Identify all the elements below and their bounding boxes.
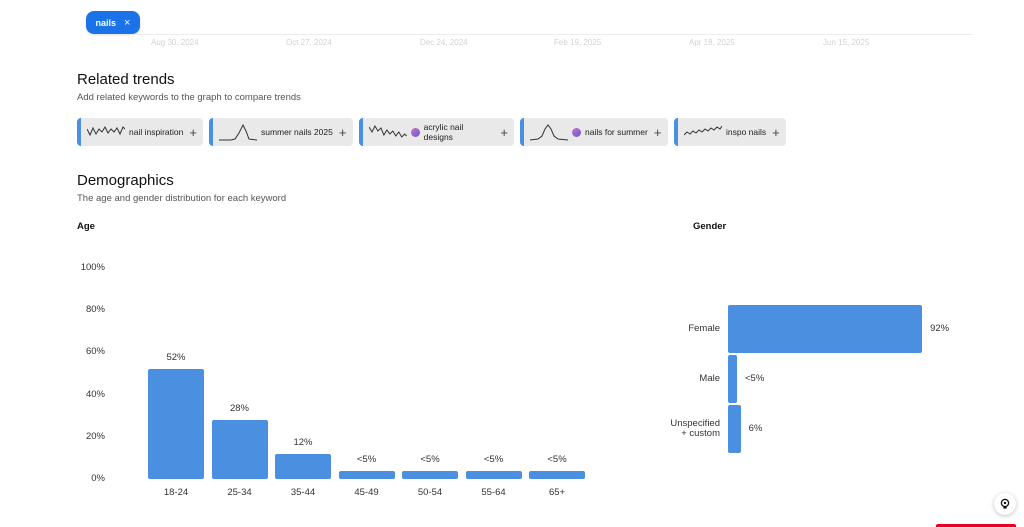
date-tick: Oct 27, 2024 bbox=[286, 38, 332, 47]
related-trends-title: Related trends bbox=[77, 71, 175, 88]
add-icon[interactable]: + bbox=[772, 124, 780, 140]
y-tick-label: 100% bbox=[80, 262, 105, 273]
age-bar bbox=[402, 470, 458, 479]
gender-category-label: Unspecified + custom bbox=[670, 418, 720, 439]
demographics-title: Demographics bbox=[77, 172, 174, 189]
age-value-label: 52% bbox=[166, 352, 186, 364]
age-chart-title: Age bbox=[77, 221, 95, 232]
age-value-label: <5% bbox=[420, 453, 440, 465]
add-icon[interactable]: + bbox=[189, 124, 197, 140]
add-icon[interactable]: + bbox=[653, 124, 662, 140]
sparkline-icon bbox=[369, 125, 407, 138]
keyword-avatar-icon bbox=[410, 127, 420, 137]
y-tick-label: 40% bbox=[85, 388, 105, 400]
gender-category-label: Male bbox=[699, 373, 720, 384]
keyword-avatar-icon bbox=[572, 127, 581, 137]
date-tick: Jun 15, 2025 bbox=[823, 38, 870, 47]
sparkline-icon bbox=[219, 123, 257, 141]
gender-chart-title: Gender bbox=[693, 221, 727, 232]
y-tick-label: 80% bbox=[85, 304, 105, 316]
age-category-label: 65+ bbox=[548, 487, 566, 498]
trend-date-axis: Aug 30, 2024 Oct 27, 2024 Dec 24, 2024 F… bbox=[130, 34, 972, 49]
age-value-label: 28% bbox=[229, 402, 249, 414]
related-trend-label: acrylic nail designs bbox=[423, 122, 464, 142]
y-tick-label: 20% bbox=[85, 430, 105, 442]
gender-value-label: <5% bbox=[745, 373, 765, 384]
sparkline-icon bbox=[87, 125, 125, 137]
age-bar bbox=[338, 470, 395, 479]
age-bar bbox=[148, 369, 204, 479]
related-trend-card[interactable]: inspo nails + bbox=[674, 118, 786, 146]
age-category-label: 55-64 bbox=[481, 487, 506, 498]
related-trends-subtitle: Add related keywords to the graph to com… bbox=[77, 92, 301, 103]
help-button[interactable] bbox=[994, 493, 1016, 515]
related-trend-card[interactable]: nails for summer + bbox=[520, 118, 668, 146]
related-trend-label: inspo nails bbox=[726, 127, 767, 137]
age-category-label: 25-34 bbox=[227, 487, 252, 498]
gender-category-label: Female bbox=[688, 323, 720, 334]
age-category-label: 18-24 bbox=[163, 487, 189, 498]
age-value-label: 12% bbox=[293, 436, 313, 448]
related-trend-card[interactable]: summer nails 2025 + bbox=[209, 118, 353, 146]
date-tick: Aug 30, 2024 bbox=[151, 38, 199, 47]
y-tick-label: 0% bbox=[91, 473, 105, 484]
age-bar bbox=[275, 453, 331, 479]
age-value-label: <5% bbox=[356, 453, 377, 465]
related-trend-card[interactable]: acrylic nail designs + bbox=[359, 118, 514, 146]
date-tick: Feb 19, 2025 bbox=[554, 38, 602, 47]
lightbulb-icon bbox=[1000, 498, 1010, 509]
related-trend-label: summer nails 2025 bbox=[261, 127, 333, 137]
keyword-chip-label: nails bbox=[95, 17, 117, 28]
date-tick: Apr 18, 2025 bbox=[689, 38, 735, 47]
gender-value-label: 6% bbox=[748, 423, 763, 434]
gender-bar bbox=[728, 405, 741, 453]
date-tick: Dec 24, 2024 bbox=[420, 38, 468, 47]
demographics-subtitle: The age and gender distribution for each… bbox=[77, 193, 287, 204]
age-bar bbox=[465, 470, 522, 479]
close-icon[interactable]: × bbox=[124, 16, 131, 29]
age-category-label: 35-44 bbox=[290, 487, 316, 498]
gender-bar bbox=[728, 355, 737, 403]
y-tick-label: 60% bbox=[85, 346, 105, 358]
related-trend-label: nails for summer bbox=[585, 127, 648, 137]
age-category-label: 45-49 bbox=[354, 487, 379, 498]
sparkline-icon bbox=[530, 124, 568, 141]
save-button-edge[interactable] bbox=[936, 524, 1016, 527]
add-icon[interactable]: + bbox=[338, 124, 347, 140]
keyword-chip-nails[interactable]: nails × bbox=[86, 11, 140, 34]
age-value-label: <5% bbox=[483, 453, 504, 465]
add-icon[interactable]: + bbox=[500, 124, 508, 140]
age-value-label: <5% bbox=[547, 453, 567, 465]
age-bar bbox=[211, 419, 268, 479]
age-category-label: 50-54 bbox=[417, 487, 443, 498]
sparkline-icon bbox=[684, 125, 722, 136]
age-bar bbox=[529, 470, 585, 479]
related-trends-list: nail inspiration + summer nails 2025 + a… bbox=[77, 118, 786, 146]
related-trend-card[interactable]: nail inspiration + bbox=[77, 118, 203, 146]
related-trend-label: nail inspiration bbox=[129, 127, 184, 137]
gender-bar bbox=[728, 305, 923, 353]
gender-value-label: 92% bbox=[930, 323, 950, 334]
